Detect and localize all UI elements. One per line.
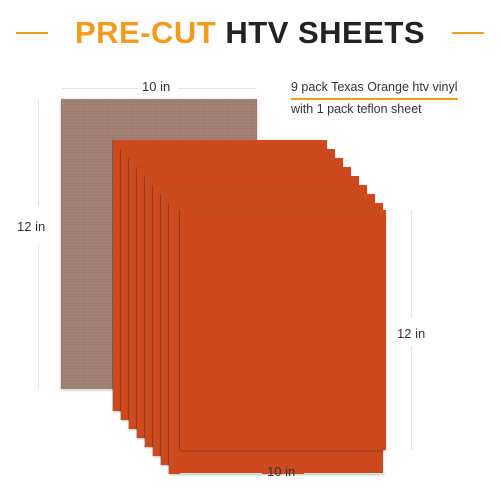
- top-dimension-line-right: [178, 88, 256, 89]
- bottom-dimension-line-left: [180, 473, 262, 474]
- right-dimension-label: 12 in: [397, 326, 426, 341]
- top-dimension-label: 10 in: [142, 79, 171, 94]
- bottom-dimension-label: 10 in: [267, 464, 296, 479]
- title-banner: PRE-CUT HTV SHEETS: [0, 10, 500, 56]
- bottom-dimension-line-right: [304, 473, 386, 474]
- title-main: HTV SHEETS: [225, 15, 426, 50]
- left-dimension-line-bottom: [38, 245, 39, 389]
- title-decor-line-right: [452, 32, 484, 34]
- caption-line-2: with 1 pack teflon sheet: [291, 102, 422, 116]
- right-dimension-line-bottom: [411, 346, 412, 450]
- left-dimension-line-top: [38, 100, 39, 206]
- vinyl-sheet-front: [180, 210, 386, 450]
- top-dimension-line-left: [62, 88, 138, 89]
- right-dimension-line-top: [411, 210, 412, 318]
- caption-line-1: 9 pack Texas Orange htv vinyl: [291, 78, 458, 100]
- page-title: PRE-CUT HTV SHEETS: [75, 10, 425, 56]
- product-caption: 9 pack Texas Orange htv vinyl with 1 pac…: [291, 78, 491, 119]
- left-dimension-label: 12 in: [17, 219, 46, 234]
- title-accent: PRE-CUT: [74, 15, 217, 50]
- title-decor-line-left: [16, 32, 48, 34]
